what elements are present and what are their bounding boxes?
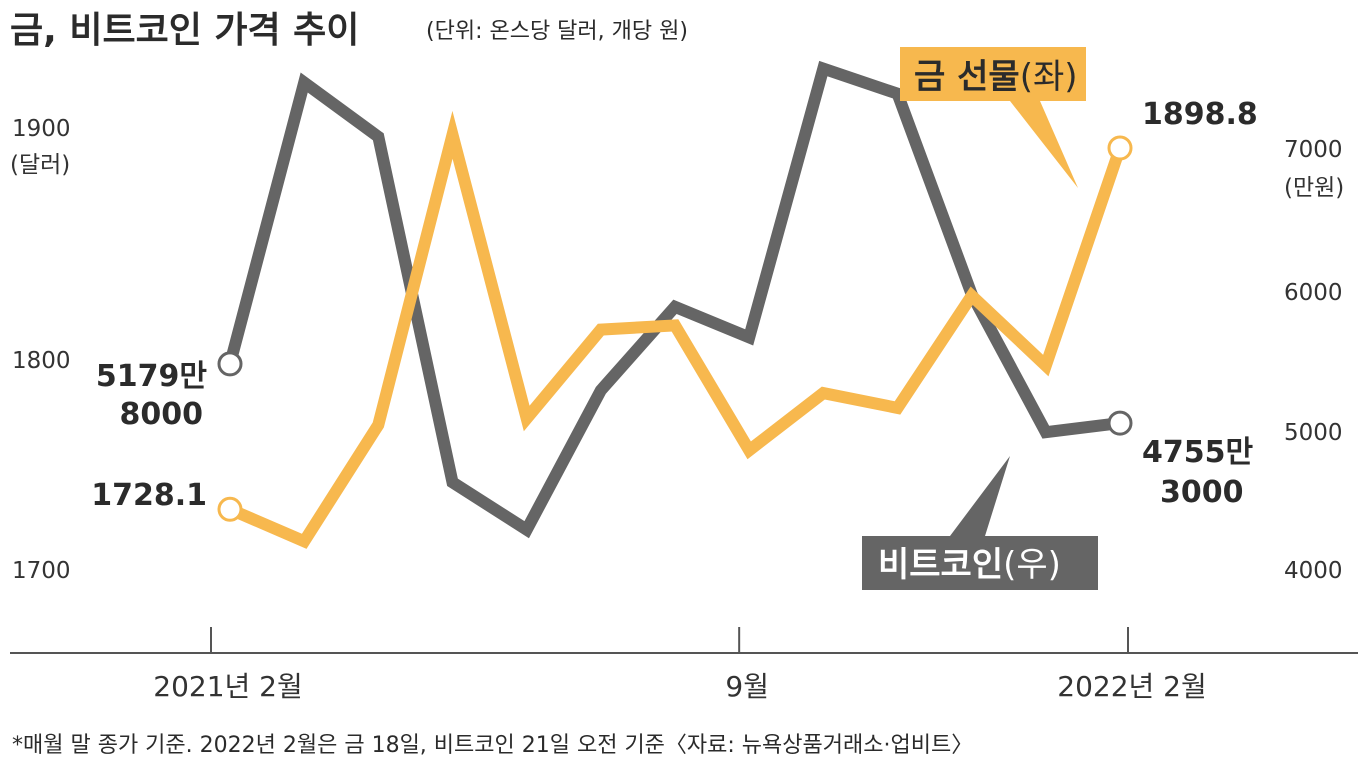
left-tick-1800: 1800 — [12, 348, 71, 374]
bitcoin-start-point — [217, 351, 243, 377]
gold-legend-bold: 금 선물 — [914, 57, 1020, 97]
x-tick-label: 9월 — [725, 670, 769, 703]
bitcoin-series-line — [224, 60, 1121, 539]
gold-end-label: 1898.8 — [1142, 97, 1258, 132]
gold-start-point — [217, 496, 243, 522]
gold-legend-suffix: (좌) — [1020, 57, 1078, 97]
right-tick-7000: 7000 — [1284, 137, 1343, 163]
left-axis: 1900 (달러) 1800 1700 — [10, 116, 71, 584]
bitcoin-legend-text: 비트코인(우) — [878, 545, 1061, 585]
left-tick-1700: 1700 — [12, 558, 71, 584]
unit-note: (단위: 온스당 달러, 개당 원) — [426, 19, 688, 44]
bitcoin-start-label-line1: 5179만 — [96, 359, 207, 394]
series-lines — [217, 60, 1133, 549]
right-tick-5000: 5000 — [1284, 420, 1343, 446]
value-labels: 5179만 8000 1728.1 1898.8 4755만 3000 — [91, 97, 1258, 513]
gold-series-line — [227, 110, 1126, 549]
bitcoin-end-label-line2: 3000 — [1160, 475, 1244, 510]
chart-title: 금, 비트코인 가격 추이 — [10, 10, 359, 51]
x-tick-label: 2022년 2월 — [1057, 670, 1207, 703]
bitcoin-legend: 비트코인(우) — [862, 456, 1098, 590]
footnote: *매월 말 종가 기준. 2022년 2월은 금 18일, 비트코인 21일 오… — [12, 733, 973, 758]
gold-legend-pointer — [1010, 101, 1078, 188]
bitcoin-legend-pointer — [950, 456, 1010, 536]
bitcoin-end-label-line1: 4755만 — [1142, 435, 1253, 470]
bitcoin-legend-bold: 비트코인 — [878, 545, 1003, 585]
gold-end-point — [1107, 135, 1133, 161]
gold-start-label: 1728.1 — [91, 478, 207, 513]
bitcoin-legend-suffix: (우) — [1003, 545, 1061, 585]
left-tick-1900: 1900 — [12, 116, 71, 142]
left-axis-unit: (달러) — [10, 152, 70, 178]
bitcoin-legend-box — [862, 536, 1098, 590]
gold-legend-text: 금 선물(좌) — [914, 57, 1078, 97]
x-tick-label: 2021년 2월 — [153, 670, 303, 703]
gold-legend: 금 선물(좌) — [900, 47, 1086, 188]
bitcoin-start-label-line2: 8000 — [120, 397, 204, 432]
x-axis-ticks: 2021년 2월 9월 2022년 2월 — [153, 627, 1207, 703]
right-axis-unit: (만원) — [1284, 175, 1344, 201]
right-tick-4000: 4000 — [1284, 558, 1343, 584]
gold-legend-box — [900, 47, 1086, 101]
right-axis: 7000 (만원) 6000 5000 4000 — [1284, 137, 1344, 584]
right-tick-6000: 6000 — [1284, 280, 1343, 306]
bitcoin-end-point — [1107, 410, 1133, 436]
